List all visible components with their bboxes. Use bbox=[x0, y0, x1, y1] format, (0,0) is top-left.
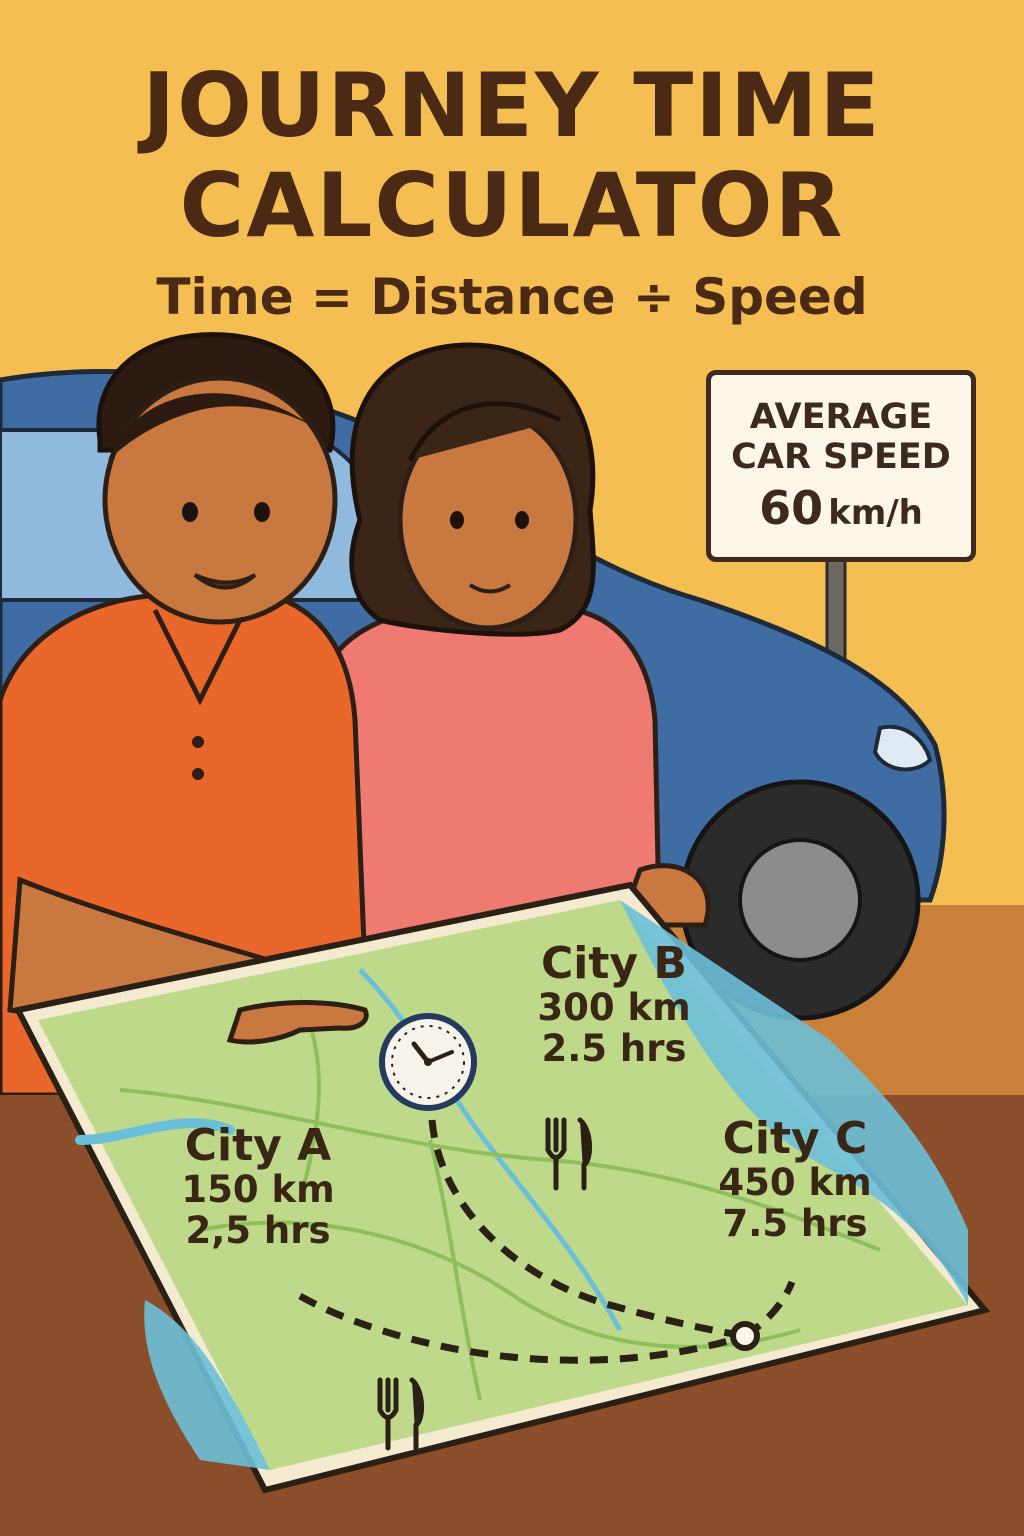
title-line-1: JOURNEY TIME bbox=[142, 54, 882, 157]
car-headlight bbox=[872, 724, 933, 772]
woman bbox=[315, 342, 711, 963]
city-b-distance: 300 km bbox=[537, 986, 691, 1030]
title-line-2: CALCULATOR bbox=[179, 154, 845, 257]
city-a-distance: 150 km bbox=[181, 1168, 335, 1212]
city-b-label: City B 300 km 2.5 hrs bbox=[520, 938, 708, 1071]
city-c-time: 7.5 hrs bbox=[722, 1202, 868, 1246]
city-b-name: City B bbox=[541, 938, 687, 989]
fork-knife-icon bbox=[545, 1117, 592, 1191]
city-a-time: 2,5 hrs bbox=[185, 1209, 331, 1253]
map-river bbox=[358, 968, 623, 1332]
city-a-label: City A 150 km 2,5 hrs bbox=[168, 1120, 348, 1253]
city-c-name: City C bbox=[722, 1113, 868, 1164]
sign-speed-value: 60 bbox=[759, 481, 824, 535]
map-water-east bbox=[620, 900, 968, 1305]
map-water-south bbox=[144, 1300, 270, 1470]
city-c-distance: 450 km bbox=[718, 1161, 872, 1205]
sign-line-2: CAR SPEED bbox=[731, 437, 951, 477]
route-a-to-c bbox=[298, 1292, 747, 1364]
pointing-hand bbox=[226, 1000, 369, 1045]
sign-speed: 60 km/h bbox=[711, 481, 971, 535]
car-hubcap bbox=[738, 838, 862, 962]
route-destination-icon bbox=[730, 1321, 760, 1351]
city-a-name: City A bbox=[184, 1120, 332, 1171]
formula: Time = Distance ÷ Speed bbox=[156, 268, 868, 326]
route-b-to-c bbox=[428, 1119, 746, 1340]
sign-speed-unit: km/h bbox=[828, 493, 923, 533]
speed-sign: AVERAGE CAR SPEED 60 km/h bbox=[706, 370, 976, 562]
man-face bbox=[102, 375, 338, 625]
city-b-time: 2.5 hrs bbox=[541, 1027, 687, 1071]
clock-icon bbox=[379, 1013, 477, 1111]
sign-line-1: AVERAGE bbox=[749, 397, 933, 437]
city-c-label: City C 450 km 7.5 hrs bbox=[700, 1113, 890, 1246]
fork-knife-icon-lower bbox=[377, 1377, 424, 1451]
